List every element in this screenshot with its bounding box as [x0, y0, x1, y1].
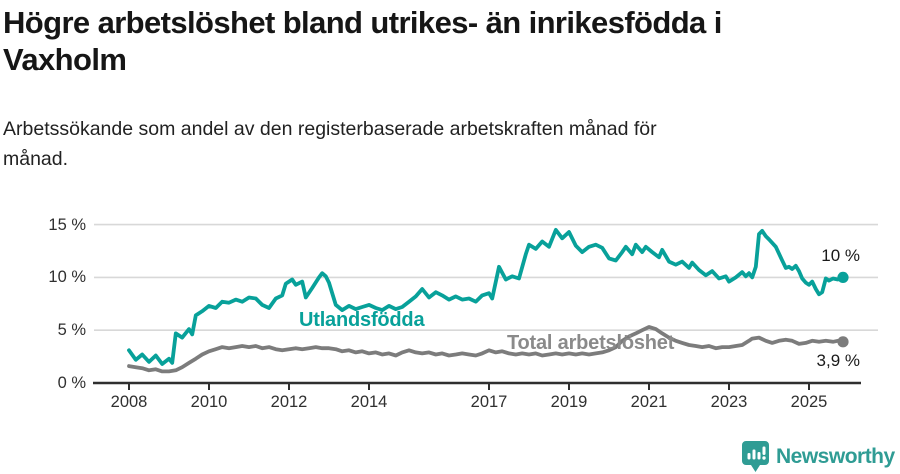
series-label-total-arbetsloshet: Total arbetslöshet	[507, 332, 675, 354]
series-line-1	[127, 325, 845, 374]
x-tick-label: 2023	[710, 393, 748, 411]
chart-subtitle: Arbetssökande som andel av den registerb…	[3, 114, 863, 174]
x-tick-label: 2017	[470, 393, 508, 411]
series-end-dot-1	[837, 336, 849, 348]
y-tick-label: 10 %	[48, 268, 86, 287]
newsworthy-pin-barchart-icon	[742, 441, 769, 472]
end-value-total-arbetsloshet: 3,9 %	[816, 351, 860, 370]
series-end-dot-0	[837, 271, 849, 283]
chart-subtitle-line1: Arbetssökande som andel av den registerb…	[3, 118, 657, 140]
chart-title: Högre arbetslöshet bland utrikes- än inr…	[3, 4, 883, 78]
x-tick-label: 2008	[110, 393, 148, 411]
y-tick-label: 0 %	[57, 374, 86, 392]
series-line-0	[127, 227, 845, 366]
x-tick-label: 2025	[790, 393, 828, 411]
newsworthy-brand: Newsworthy	[742, 441, 895, 472]
x-tick-label: 2012	[270, 393, 308, 411]
chart-subtitle-line2: månad.	[3, 148, 69, 170]
x-tick-label: 2019	[550, 393, 588, 411]
chart-title-line1: Högre arbetslöshet bland utrikes- än inr…	[3, 5, 722, 40]
x-tick-label: 2010	[190, 393, 228, 411]
y-tick-label: 15 %	[48, 215, 86, 234]
chart-title-line2: Vaxholm	[3, 42, 127, 77]
brand-wordmark: Newsworthy	[776, 444, 895, 468]
x-tick-label: 2014	[350, 393, 388, 411]
x-tick-label: 2021	[630, 393, 668, 411]
end-value-utlandsfodda: 10 %	[821, 246, 860, 265]
y-tick-label: 5 %	[57, 321, 86, 340]
series-label-utlandsfodda: Utlandsfödda	[299, 309, 425, 331]
